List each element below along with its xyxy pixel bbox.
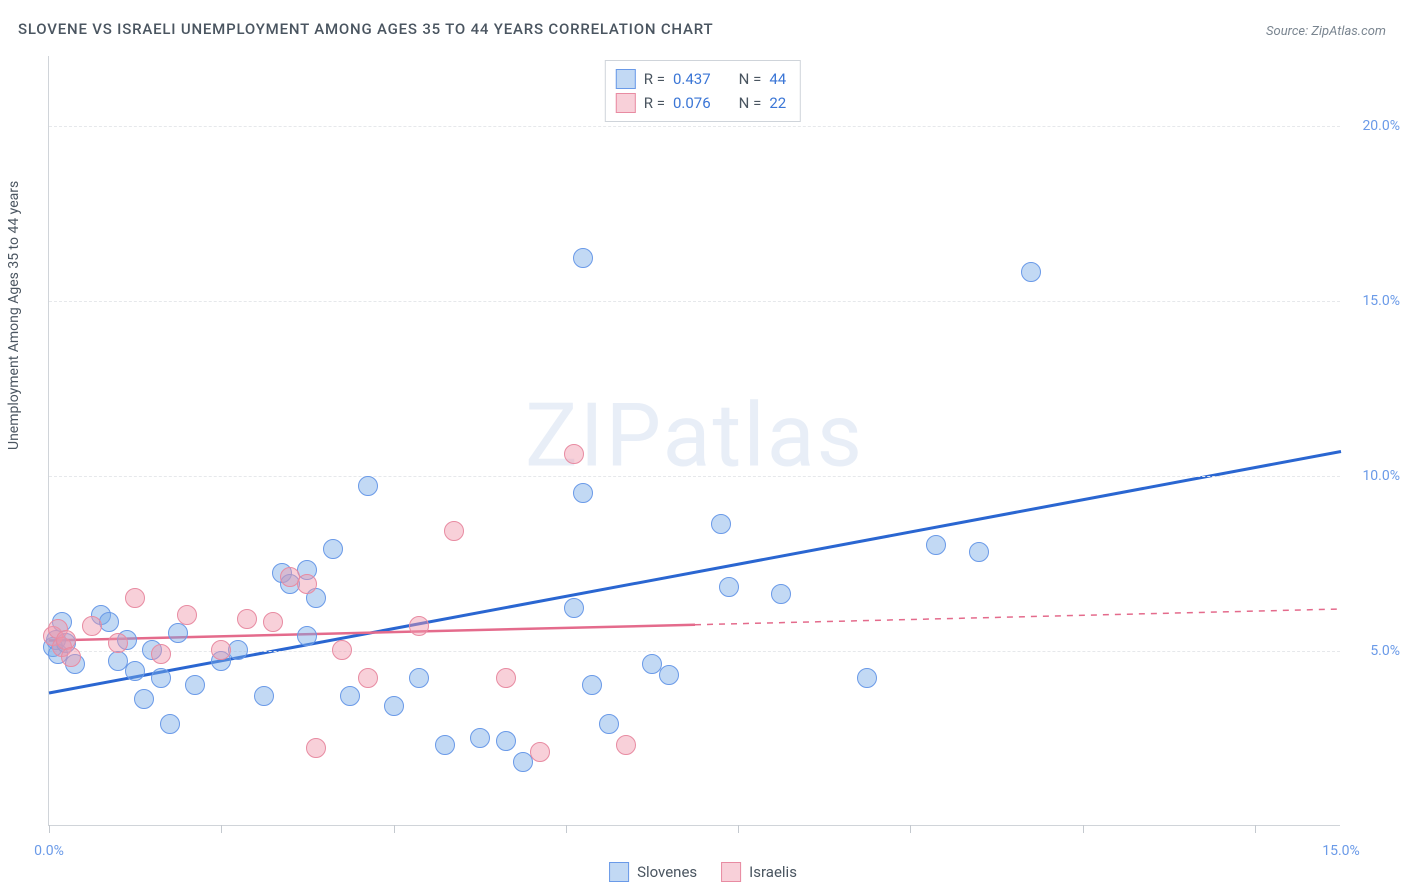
- legend-r-value: 0.437: [673, 67, 711, 91]
- legend-row: R = 0.076 N = 22: [616, 91, 786, 115]
- trend-line-solid: [49, 625, 695, 641]
- legend-n-label: N =: [739, 91, 762, 115]
- data-point: [306, 738, 326, 758]
- legend-series-name: Slovenes: [637, 863, 697, 881]
- data-point: [530, 742, 550, 762]
- data-point: [857, 668, 877, 688]
- data-point: [409, 668, 429, 688]
- legend-swatch: [616, 93, 636, 113]
- data-point: [711, 514, 731, 534]
- x-tick: [738, 825, 739, 833]
- data-point: [228, 640, 248, 660]
- trend-lines: [49, 56, 1340, 825]
- chart-title: SLOVENE VS ISRAELI UNEMPLOYMENT AMONG AG…: [18, 20, 713, 38]
- x-tick: [566, 825, 567, 833]
- x-tick: [1255, 825, 1256, 833]
- data-point: [496, 731, 516, 751]
- x-tick: [1083, 825, 1084, 833]
- x-tick-label: 15.0%: [1322, 843, 1360, 859]
- data-point: [409, 616, 429, 636]
- data-point: [926, 535, 946, 555]
- data-point: [358, 476, 378, 496]
- legend-item: Slovenes: [609, 862, 697, 882]
- data-point: [332, 640, 352, 660]
- legend-swatch: [609, 862, 629, 882]
- data-point: [1021, 262, 1041, 282]
- plot-area: ZIPatlas 5.0%10.0%15.0%20.0%0.0%15.0%: [48, 56, 1340, 826]
- data-point: [564, 444, 584, 464]
- data-point: [358, 668, 378, 688]
- data-point: [470, 728, 490, 748]
- legend-row: R = 0.437 N = 44: [616, 67, 786, 91]
- data-point: [160, 714, 180, 734]
- data-point: [435, 735, 455, 755]
- data-point: [185, 675, 205, 695]
- legend-r-value: 0.076: [673, 91, 711, 115]
- legend-n-label: N =: [739, 67, 762, 91]
- data-point: [297, 574, 317, 594]
- data-point: [340, 686, 360, 706]
- gridline: [49, 476, 1340, 477]
- data-point: [61, 647, 81, 667]
- data-point: [659, 665, 679, 685]
- x-tick: [394, 825, 395, 833]
- y-tick-label: 15.0%: [1362, 293, 1400, 309]
- data-point: [599, 714, 619, 734]
- data-point: [134, 689, 154, 709]
- data-point: [125, 588, 145, 608]
- data-point: [211, 640, 231, 660]
- source-attribution: Source: ZipAtlas.com: [1266, 24, 1386, 39]
- x-tick: [910, 825, 911, 833]
- chart-page: SLOVENE VS ISRAELI UNEMPLOYMENT AMONG AG…: [0, 0, 1406, 892]
- data-point: [969, 542, 989, 562]
- y-tick-label: 10.0%: [1362, 468, 1400, 484]
- legend-series-name: Israelis: [749, 863, 797, 881]
- data-point: [297, 626, 317, 646]
- data-point: [108, 633, 128, 653]
- gridline: [49, 301, 1340, 302]
- x-tick: [221, 825, 222, 833]
- data-point: [384, 696, 404, 716]
- data-point: [237, 609, 257, 629]
- data-point: [99, 612, 119, 632]
- legend-item: Israelis: [721, 862, 797, 882]
- data-point: [496, 668, 516, 688]
- legend-r-label: R =: [644, 67, 665, 91]
- data-point: [771, 584, 791, 604]
- legend-swatch: [721, 862, 741, 882]
- data-point: [564, 598, 584, 618]
- data-point: [444, 521, 464, 541]
- data-point: [573, 248, 593, 268]
- legend-n-value: 22: [769, 91, 786, 115]
- legend-n-value: 44: [769, 67, 786, 91]
- y-tick-label: 5.0%: [1370, 643, 1400, 659]
- data-point: [177, 605, 197, 625]
- series-legend: Slovenes Israelis: [609, 862, 797, 882]
- legend-r-label: R =: [644, 91, 665, 115]
- data-point: [168, 623, 188, 643]
- legend-swatch: [616, 69, 636, 89]
- data-point: [82, 616, 102, 636]
- data-point: [254, 686, 274, 706]
- data-point: [151, 668, 171, 688]
- y-axis-label: Unemployment Among Ages 35 to 44 years: [6, 181, 22, 450]
- gridline: [49, 126, 1340, 127]
- data-point: [719, 577, 739, 597]
- data-point: [151, 644, 171, 664]
- correlation-legend: R = 0.437 N = 44 R = 0.076 N = 22: [605, 60, 801, 122]
- data-point: [582, 675, 602, 695]
- data-point: [616, 735, 636, 755]
- data-point: [125, 661, 145, 681]
- x-tick: [49, 825, 50, 833]
- trend-line-dashed: [695, 609, 1341, 625]
- data-point: [573, 483, 593, 503]
- y-tick-label: 20.0%: [1362, 118, 1400, 134]
- data-point: [263, 612, 283, 632]
- x-tick-label: 0.0%: [34, 843, 64, 859]
- data-point: [323, 539, 343, 559]
